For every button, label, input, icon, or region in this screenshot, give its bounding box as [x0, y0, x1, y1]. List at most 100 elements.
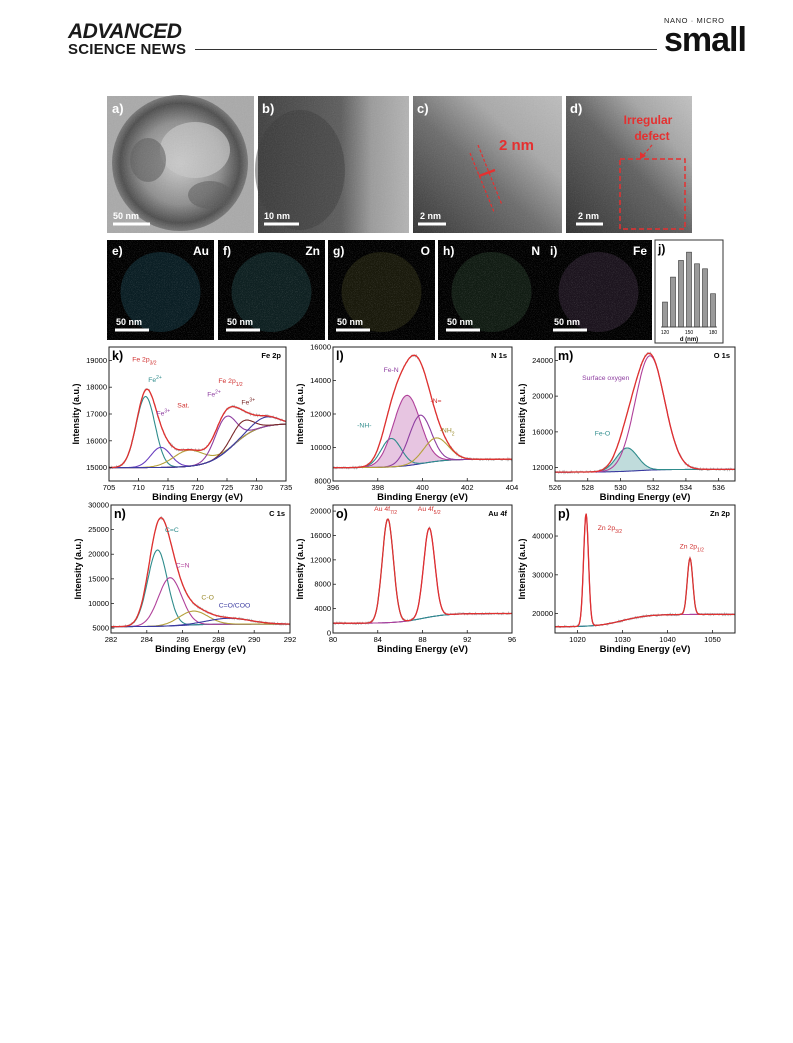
component-peak — [109, 416, 286, 469]
tem-d-annotation-line1: Irregular — [624, 113, 673, 127]
x-tick-label: 284 — [141, 635, 154, 644]
tem-b-label: b) — [262, 101, 274, 116]
x-tick-label: 292 — [284, 635, 297, 644]
tem-panel-b: 10 nm b) — [255, 96, 409, 233]
envelope-fit — [555, 513, 735, 628]
brand-advanced: ADVANCED — [68, 20, 182, 43]
x-tick-label: 88 — [418, 635, 426, 644]
chart-title: C 1s — [269, 509, 285, 518]
peak-annotation: Fe-N — [384, 367, 399, 374]
peak-annotation: Surface oxygen — [582, 375, 629, 382]
peak-annotation: Au 4f5/2 — [418, 506, 441, 516]
eds-map-noise — [438, 240, 545, 340]
tem-a-label: a) — [112, 101, 124, 116]
eds-map-label: f) — [223, 244, 231, 258]
xps-chart-au-4f: 80 84 88 92 96 0 4000 8000 12000 16000 20000 Bindin… — [295, 504, 516, 655]
histogram-xlabel: d (nm) — [680, 337, 698, 343]
y-tick-label: 12000 — [310, 555, 331, 564]
y-tick-label: 20000 — [532, 609, 553, 618]
eds-map-n: h) N 50 nm — [438, 240, 545, 340]
eds-map-noise — [107, 240, 214, 340]
y-tick-label: 12000 — [532, 463, 553, 472]
x-tick-label: 396 — [327, 483, 340, 492]
chart-title: Zn 2p — [710, 509, 730, 518]
x-tick-label: 534 — [680, 483, 693, 492]
eds-map-label: h) — [443, 244, 454, 258]
peak-annotation: -N= — [430, 398, 441, 405]
eds-map-au: e) Au 50 nm — [107, 240, 214, 340]
histogram-bar — [670, 276, 676, 328]
header-rule — [195, 49, 657, 50]
x-tick-label: 705 — [103, 483, 116, 492]
x-tick-label: 286 — [176, 635, 189, 644]
eds-map-label: g) — [333, 244, 344, 258]
xps-chart-o-1s: 526 528 530 532 534 536 12000 16000 20000 24000 Bi… — [517, 346, 736, 503]
x-tick-label: 735 — [280, 483, 293, 492]
y-tick-label: 24000 — [532, 356, 553, 365]
eds-map-noise — [328, 240, 435, 340]
raw-spectrum — [555, 514, 735, 629]
plot-frame — [110, 504, 291, 634]
histogram-bar — [694, 263, 700, 328]
eds-map-zn: f) Zn 50 nm — [218, 240, 325, 340]
component-peak — [109, 423, 286, 469]
tem-d-scale: 2 nm — [578, 211, 599, 221]
x-axis-label: Binding Energy (eV) — [155, 644, 246, 655]
y-tick-label: 4000 — [314, 604, 331, 613]
plot-area — [555, 351, 735, 475]
y-tick-label: 10000 — [310, 443, 331, 452]
chart-title: Au 4f — [488, 509, 507, 518]
peak-annotation: Sat. — [177, 402, 189, 409]
histogram-label: j) — [657, 242, 665, 256]
brand-nano-micro: NANO · MICRO — [664, 16, 725, 25]
eds-map-element: Zn — [305, 244, 320, 258]
histogram-bar — [678, 260, 684, 328]
y-tick-label: 8000 — [314, 477, 331, 486]
y-tick-label: 14000 — [310, 376, 331, 385]
xps-chart-c-1s: 282 284 286 288 290 292 5000 10000 15000 20000 250… — [73, 501, 296, 656]
envelope-fit — [333, 354, 512, 469]
histogram-bar — [710, 293, 716, 328]
peak-annotation: C=N — [176, 563, 190, 570]
panel-label: k) — [112, 349, 123, 363]
x-tick-label: 282 — [105, 635, 118, 644]
envelope-fit — [555, 352, 735, 473]
y-tick-label: 20000 — [310, 507, 331, 516]
tem-d-label: d) — [570, 101, 582, 116]
chart-title: Fe 2p — [261, 351, 281, 360]
x-tick-label: 402 — [461, 483, 474, 492]
peak-annotation: Fe3+ — [241, 398, 255, 407]
y-tick-label: 20000 — [88, 550, 109, 559]
eds-map-element: Au — [193, 244, 209, 258]
y-tick-label: 12000 — [310, 410, 331, 419]
peak-annotation: Fe2+ — [207, 390, 221, 399]
y-tick-label: 30000 — [88, 501, 109, 510]
peak-annotation: Fe2+ — [148, 375, 162, 384]
y-tick-label: 40000 — [532, 532, 553, 541]
eds-map-scale: 50 nm — [337, 317, 363, 327]
xps-charts: 705 710 715 720 725 730 735 15000 16000 17000 1800… — [71, 343, 736, 656]
x-tick-label: 80 — [329, 635, 337, 644]
peak-annotation: -NH- — [357, 422, 371, 429]
x-tick-label: 404 — [506, 483, 519, 492]
journal-brand-left: ADVANCED SCIENCE NEWS — [68, 20, 186, 57]
y-tick-label: 19000 — [86, 356, 107, 365]
y-tick-label: 10000 — [88, 599, 109, 608]
x-tick-label: 1040 — [659, 635, 676, 644]
peak-annotation: C=O/COO — [219, 602, 251, 609]
peak-annotation: Fe 2p3/2 — [132, 357, 157, 367]
envelope-fit — [111, 517, 290, 628]
component-peak — [109, 423, 286, 469]
background-line — [109, 423, 286, 469]
plot-frame — [554, 346, 736, 482]
plot-area — [333, 518, 512, 626]
histogram-tick-label: 180 — [709, 330, 718, 336]
x-tick-label: 720 — [191, 483, 204, 492]
histogram-tick-label: 120 — [661, 330, 670, 336]
eds-map-scale: 50 nm — [447, 317, 473, 327]
y-tick-label: 5000 — [92, 624, 109, 633]
tem-c-annotation: 2 nm — [499, 137, 534, 154]
tem-a-scale: 50 nm — [113, 211, 139, 221]
panel-label: n) — [114, 507, 126, 521]
